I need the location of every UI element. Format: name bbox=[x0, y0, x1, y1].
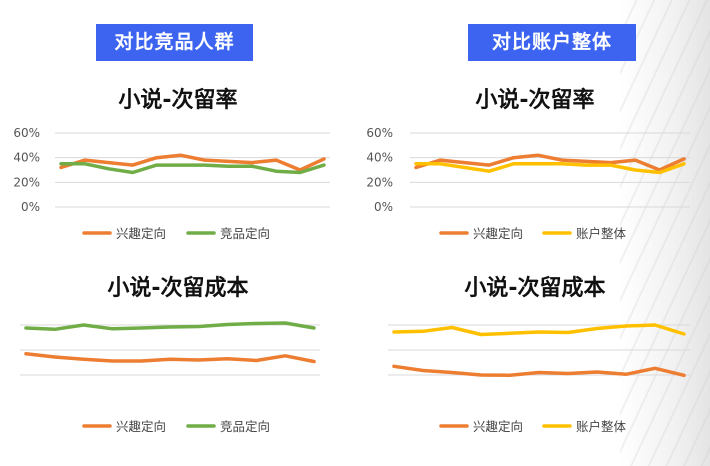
c4-series-line-0 bbox=[392, 364, 686, 378]
compare-account-header: 对比账户整体 bbox=[468, 24, 636, 61]
c4-legend-label-1: 账户整体 bbox=[576, 419, 627, 434]
chart3-title: 小说-次留成本 bbox=[107, 276, 249, 301]
c3-series-line-0 bbox=[24, 352, 316, 364]
c2-legend-label-0: 兴趣定向 bbox=[473, 226, 523, 241]
c1-legend-label-1: 竞品定向 bbox=[220, 226, 270, 241]
c1-ytick-label: 20% bbox=[13, 175, 40, 189]
background-decoration bbox=[620, 0, 710, 466]
c2-series-line-1 bbox=[414, 162, 686, 175]
c3-legend-label-1: 竞品定向 bbox=[220, 419, 270, 434]
c2-legend-label-1: 账户整体 bbox=[576, 226, 627, 241]
c2-series-line-0 bbox=[414, 153, 686, 172]
c1-ytick-label: 60% bbox=[13, 126, 40, 140]
c3-legend-label-0: 兴趣定向 bbox=[116, 419, 166, 434]
c1-series-line-0 bbox=[59, 153, 326, 172]
compare-competitor-header: 对比竞品人群 bbox=[96, 24, 253, 61]
chart1-title: 小说-次留率 bbox=[118, 88, 238, 113]
c4-series-line-1 bbox=[392, 323, 686, 337]
c2-ytick-label: 20% bbox=[366, 175, 393, 189]
background-pattern bbox=[620, 0, 710, 466]
c3-series-line-1 bbox=[24, 321, 316, 332]
c2-ytick-label: 0% bbox=[374, 200, 393, 214]
c1-ytick-label: 0% bbox=[21, 200, 40, 214]
c1-legend-label-0: 兴趣定向 bbox=[116, 226, 166, 241]
c2-ytick-label: 40% bbox=[366, 151, 393, 165]
chart4-title: 小说-次留成本 bbox=[464, 276, 606, 301]
c1-ytick-label: 40% bbox=[13, 151, 40, 165]
c4-legend-label-0: 兴趣定向 bbox=[473, 419, 523, 434]
c2-ytick-label: 60% bbox=[366, 126, 393, 140]
chart2-title: 小说-次留率 bbox=[475, 88, 595, 113]
c1-series-line-1 bbox=[59, 162, 326, 175]
